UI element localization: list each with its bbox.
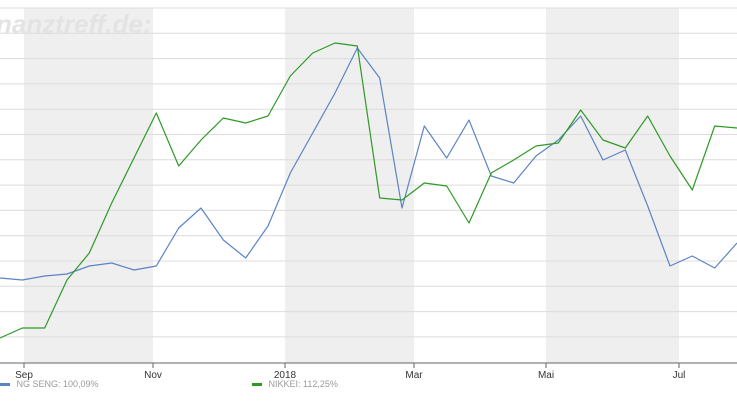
watermark: nanztreff.de: <box>0 9 152 39</box>
legend-nikkei: NIKKEI: 112,25% <box>252 379 338 389</box>
series-layer <box>0 42 737 339</box>
x-tick-label: Mar <box>405 370 423 381</box>
x-tick-label: 2018 <box>274 370 297 381</box>
legend-label: NG SENG: 100,09% <box>16 379 99 389</box>
x-tick-label: Nov <box>144 370 162 381</box>
x-tick-label: Sep <box>15 370 33 381</box>
legend-label: NIKKEI: 112,25% <box>268 379 338 389</box>
x-ticks: Sep Nov 2018 Mar Mai Jul <box>15 363 685 381</box>
gridlines <box>0 7 737 338</box>
x-tick-label: Jul <box>673 370 686 381</box>
legend-swatch-blue <box>0 383 10 387</box>
series-line-hang-seng <box>0 47 737 281</box>
x-tick-label: Mai <box>538 370 554 381</box>
legend-swatch-green <box>252 383 262 387</box>
series-line-nikkei <box>0 42 737 339</box>
legend-hang-seng: NG SENG: 100,09% <box>0 379 99 389</box>
